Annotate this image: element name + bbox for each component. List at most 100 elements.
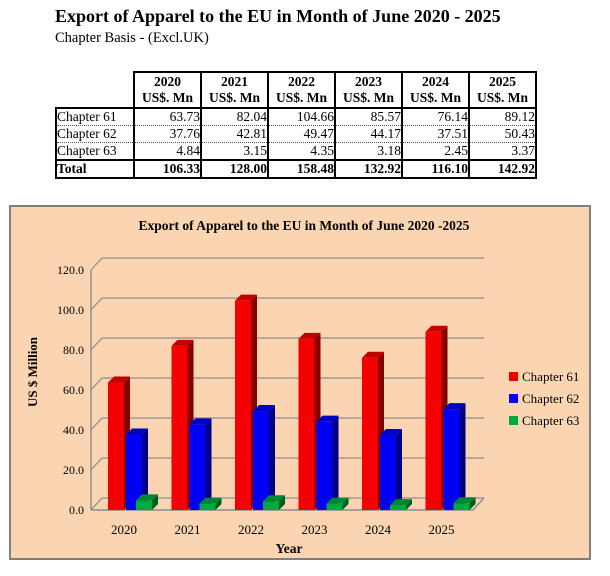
table-cell: 37.76 — [133, 125, 202, 143]
bar-chapter-63-2023 — [326, 503, 343, 510]
total-cell: 128.00 — [200, 159, 269, 179]
bar-chapter-62-2023 — [316, 421, 333, 510]
bar-top-chapter-62-2023 — [316, 415, 339, 422]
total-cell: 132.92 — [334, 159, 403, 179]
table-cell: 89.12 — [468, 107, 537, 126]
table-cell: 4.35 — [267, 142, 336, 160]
chart-panel: Export of Apparel to the EU in Month of … — [9, 205, 591, 560]
legend-swatch-chapter-62 — [509, 394, 518, 403]
bar-chapter-62-2021 — [189, 424, 206, 510]
bar-top-chapter-62-2020 — [126, 428, 148, 435]
table-cell: 50.43 — [468, 125, 537, 143]
table-cell: 104.66 — [267, 107, 336, 126]
bar-side-chapter-63-2023 — [342, 497, 349, 510]
bar-chapter-63-2024 — [390, 505, 406, 510]
legend-swatch-chapter-61 — [509, 372, 518, 381]
bar-chapter-61-2021 — [171, 345, 188, 510]
export-data-table: 2020 US$. Mn 2021 US$. Mn 2022 US$. Mn 2023 US$… — [55, 71, 537, 179]
bar-top-chapter-61-2021 — [171, 339, 194, 346]
table-header-row: 2020 US$. Mn 2021 US$. Mn 2022 US$. Mn 2023 US$… — [56, 71, 537, 109]
y-tick-label: 100.0 — [57, 303, 84, 317]
x-tick-label: 2021 — [175, 522, 201, 537]
table-cell: 42.81 — [200, 125, 269, 143]
page-title: Export of Apparel to the EU in Month of … — [55, 6, 501, 26]
table-cell: 37.51 — [401, 125, 470, 143]
bar-top-chapter-63-2024 — [390, 499, 412, 506]
y-tick-label: 80.0 — [63, 343, 84, 357]
bar-chapter-62-2024 — [380, 434, 396, 510]
total-cell: 116.10 — [401, 159, 470, 179]
bar-side-chapter-62-2024 — [396, 428, 402, 510]
column-header-2022: 2022 US$. Mn — [267, 71, 336, 109]
y-tick-mark — [90, 257, 103, 271]
y-tick-mark — [90, 297, 103, 311]
y-tick-mark — [90, 457, 103, 471]
bar-side-chapter-63-2025 — [469, 497, 476, 510]
bar-chapter-61-2020 — [108, 382, 124, 510]
bar-side-chapter-62-2025 — [459, 403, 466, 510]
total-label: Total — [55, 159, 135, 179]
bar-chapter-61-2022 — [235, 300, 251, 510]
bar-chapter-62-2022 — [253, 411, 269, 510]
y-tick-label: 0.0 — [69, 503, 84, 517]
bar-chapter-63-2020 — [136, 500, 152, 510]
bar-chapter-63-2022 — [263, 501, 279, 510]
bar-chapter-61-2024 — [362, 357, 378, 510]
bar-top-chapter-61-2024 — [362, 351, 384, 358]
column-header-2020: 2020 US$. Mn — [133, 71, 202, 109]
table-cell: 76.14 — [401, 107, 470, 126]
x-tick-label: 2023 — [302, 522, 328, 537]
bar-top-chapter-63-2022 — [263, 495, 285, 502]
table-row: Chapter 62 37.76 42.81 49.47 44.17 37.51 50.43 — [55, 125, 537, 143]
bar-side-chapter-63-2022 — [279, 495, 285, 510]
bar-side-chapter-62-2023 — [332, 415, 339, 510]
total-cell: 106.33 — [133, 159, 202, 179]
table-cell: 4.84 — [133, 142, 202, 160]
bar-side-chapter-63-2020 — [152, 494, 158, 510]
column-header-2024: 2024 US$. Mn — [401, 71, 470, 109]
table-cell: 63.73 — [133, 107, 202, 126]
bar-side-chapter-63-2024 — [406, 499, 412, 510]
bar-chapter-61-2023 — [298, 338, 315, 510]
bar-side-chapter-63-2021 — [215, 497, 222, 510]
column-header-2025: 2025 US$. Mn — [468, 71, 537, 109]
bar-top-chapter-63-2021 — [199, 497, 222, 504]
column-header-2023: 2023 US$. Mn — [334, 71, 403, 109]
table-row: Chapter 63 4.84 3.15 4.35 3.18 2.45 3.37 — [55, 142, 537, 160]
bar-top-chapter-61-2025 — [425, 325, 448, 332]
total-cell: 142.92 — [468, 159, 537, 179]
floor-right-edge — [472, 497, 485, 511]
legend-swatch-chapter-63 — [509, 416, 518, 425]
y-tick-label: 20.0 — [63, 463, 84, 477]
page-subtitle: Chapter Basis - (Excl.UK) — [55, 30, 209, 46]
row-label: Chapter 61 — [55, 107, 135, 126]
table-cell: 3.18 — [334, 142, 403, 160]
table-cell: 44.17 — [334, 125, 403, 143]
bar-chapter-63-2025 — [453, 503, 470, 510]
bar-top-chapter-61-2020 — [108, 376, 130, 383]
bar-top-chapter-61-2023 — [298, 332, 321, 339]
y-tick-label: 60.0 — [63, 383, 84, 397]
table-cell: 3.37 — [468, 142, 537, 160]
legend-label-chapter-61: Chapter 61 — [522, 369, 579, 384]
x-axis-title: Year — [276, 541, 303, 556]
column-header-2021: 2021 US$. Mn — [200, 71, 269, 109]
table-cell: 49.47 — [267, 125, 336, 143]
y-axis-title: US $ Million — [25, 336, 40, 407]
bar-chapter-62-2025 — [443, 409, 460, 510]
bar-top-chapter-62-2022 — [253, 405, 275, 412]
bar-chapter-62-2020 — [126, 434, 142, 510]
y-tick-mark — [90, 377, 103, 391]
bar-top-chapter-61-2022 — [235, 294, 257, 301]
legend-label-chapter-63: Chapter 63 — [522, 413, 579, 428]
bar-side-chapter-62-2022 — [269, 405, 275, 510]
table-cell: 82.04 — [200, 107, 269, 126]
export-bar-chart: Export of Apparel to the EU in Month of … — [25, 218, 579, 556]
chart-title: Export of Apparel to the EU in Month of … — [139, 218, 470, 233]
bar-top-chapter-62-2024 — [380, 428, 402, 435]
y-tick-label: 40.0 — [63, 423, 84, 437]
bar-top-chapter-63-2023 — [326, 497, 349, 504]
table-row: Chapter 61 63.73 82.04 104.66 85.57 76.14 89.1… — [55, 107, 537, 126]
table-cell: 3.15 — [200, 142, 269, 160]
x-tick-label: 2024 — [365, 522, 392, 537]
